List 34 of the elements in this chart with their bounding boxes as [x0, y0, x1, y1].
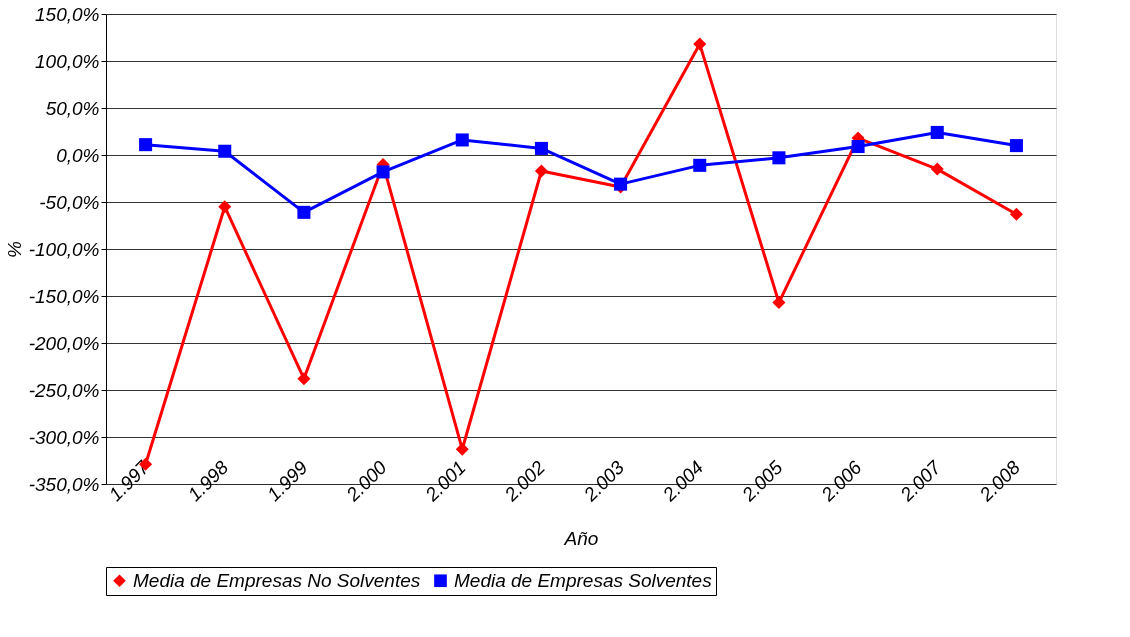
y-tick-label: 100,0%	[35, 50, 100, 72]
y-axis-title: %	[3, 240, 25, 258]
legend-label: Media de Empresas Solventes	[454, 569, 713, 591]
point	[455, 133, 469, 147]
y-tick-label: 150,0%	[35, 3, 100, 25]
point	[693, 158, 707, 172]
y-tick-label: -300,0%	[28, 426, 100, 448]
point	[534, 164, 548, 178]
legend-label: Media de Empresas No Solventes	[133, 569, 421, 591]
point	[139, 138, 153, 152]
point	[772, 296, 786, 310]
y-tick-label: -200,0%	[28, 332, 100, 354]
y-tick-label: -100,0%	[28, 238, 100, 260]
point	[218, 200, 232, 214]
point	[693, 37, 707, 51]
y-tick-label: -350,0%	[28, 473, 100, 495]
point	[930, 125, 944, 139]
point	[297, 205, 311, 219]
point	[297, 372, 311, 386]
point	[851, 140, 865, 154]
point	[1009, 139, 1023, 153]
point	[772, 151, 786, 165]
point	[1009, 207, 1023, 221]
point	[930, 162, 944, 176]
point	[376, 165, 390, 179]
y-tick-label: 0,0%	[56, 144, 100, 166]
y-tick-label: -250,0%	[28, 379, 100, 401]
y-tick-label: -150,0%	[28, 285, 100, 307]
x-axis-title: Año	[563, 528, 599, 550]
point	[218, 144, 232, 158]
point	[455, 442, 469, 456]
y-tick-label: -50,0%	[39, 191, 100, 213]
y-tick-label: 50,0%	[45, 97, 100, 119]
point	[534, 141, 548, 155]
